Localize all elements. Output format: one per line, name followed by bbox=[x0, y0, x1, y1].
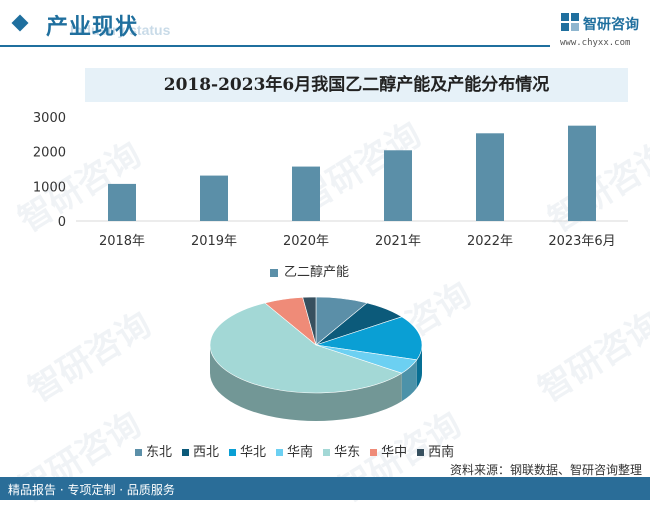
legend-swatch bbox=[270, 268, 278, 277]
chart-title: 2018-2023年6月我国乙二醇产能及产能分布情况 bbox=[163, 75, 550, 95]
pie-side-group bbox=[210, 345, 422, 421]
brand-url: www.chyxx.com bbox=[560, 38, 631, 48]
pie-slice-side bbox=[416, 345, 422, 388]
bar bbox=[200, 175, 228, 221]
legend-label: 华南 bbox=[287, 445, 314, 460]
bar-legend: 乙二醇产能 bbox=[270, 261, 349, 280]
x-tick-label: 2023年6月 bbox=[548, 234, 615, 249]
pie-legend-item: 华南 bbox=[276, 441, 313, 460]
pie-slice-side bbox=[401, 359, 417, 402]
x-tick-label: 2021年 bbox=[375, 234, 421, 249]
header-divider bbox=[0, 45, 550, 47]
pie-top-group bbox=[209, 296, 423, 394]
legend-label: 华东 bbox=[334, 445, 361, 460]
pie-legend: 东北 西北 华北 华南 华东 华中 西南 bbox=[135, 441, 555, 460]
y-tick-label: 3000 bbox=[33, 111, 66, 126]
legend-label: 西北 bbox=[193, 445, 220, 460]
y-tick-label: 0 bbox=[58, 215, 66, 230]
legend-swatch bbox=[417, 449, 425, 456]
pie-slice-side bbox=[210, 345, 402, 421]
footer-source: 资料来源：钢联数据、智研咨询整理 bbox=[449, 463, 642, 477]
y-tick-label: 1000 bbox=[33, 180, 66, 195]
pie-legend-item: 西北 bbox=[182, 441, 219, 460]
x-tick-label: 2019年 bbox=[191, 234, 237, 249]
legend-swatch bbox=[135, 449, 142, 456]
legend-swatch bbox=[323, 449, 331, 456]
bar bbox=[292, 166, 320, 221]
y-tick-label: 2000 bbox=[33, 146, 66, 161]
page-title: 产业现状 bbox=[46, 15, 139, 40]
legend-label: 华中 bbox=[381, 445, 408, 460]
header-watermark: Industry status bbox=[70, 22, 171, 38]
footer-tagline: 精品报告 · 专项定制 · 品质服务 bbox=[8, 483, 175, 497]
legend-swatch bbox=[229, 449, 237, 456]
bar bbox=[476, 133, 504, 221]
x-tick-label: 2022年 bbox=[467, 234, 513, 249]
page-footer: 精品报告 · 专项定制 · 品质服务 资料来源：钢联数据、智研咨询整理 bbox=[0, 463, 650, 500]
pie-legend-item: 东北 bbox=[135, 441, 172, 460]
pie-slice bbox=[209, 302, 403, 394]
brand-logo-icon bbox=[561, 13, 579, 31]
legend-swatch bbox=[276, 449, 284, 456]
pie-legend-item: 华中 bbox=[370, 441, 407, 460]
bar bbox=[384, 150, 412, 221]
legend-label: 东北 bbox=[146, 445, 173, 460]
pie-slice bbox=[315, 316, 423, 361]
bar-chart: 0 1000 2000 3000 2018年 2019年 2020年 2021年 2022年 20… bbox=[33, 111, 628, 249]
legend-label: 西南 bbox=[428, 445, 455, 460]
chart-title-bar: 2018-2023年6月我国乙二醇产能及产能分布情况 bbox=[85, 68, 628, 102]
pie-chart bbox=[209, 296, 423, 421]
pie-slice bbox=[302, 296, 317, 346]
legend-label: 乙二醇产能 bbox=[284, 265, 350, 280]
x-tick-label: 2020年 bbox=[283, 234, 329, 249]
bar bbox=[108, 183, 136, 221]
pie-legend-item: 西南 bbox=[417, 441, 454, 460]
legend-swatch bbox=[370, 449, 378, 456]
x-tick-label: 2018年 bbox=[99, 234, 145, 249]
pie-legend-item: 华北 bbox=[229, 441, 266, 460]
legend-swatch bbox=[182, 449, 190, 456]
page-header: Industry status 产业现状 智研咨询 www.chyxx.com bbox=[0, 0, 650, 50]
pie-legend-item: 华东 bbox=[323, 441, 360, 460]
brand-name: 智研咨询 bbox=[583, 17, 639, 33]
bar bbox=[568, 125, 596, 221]
legend-label: 华北 bbox=[240, 445, 267, 460]
